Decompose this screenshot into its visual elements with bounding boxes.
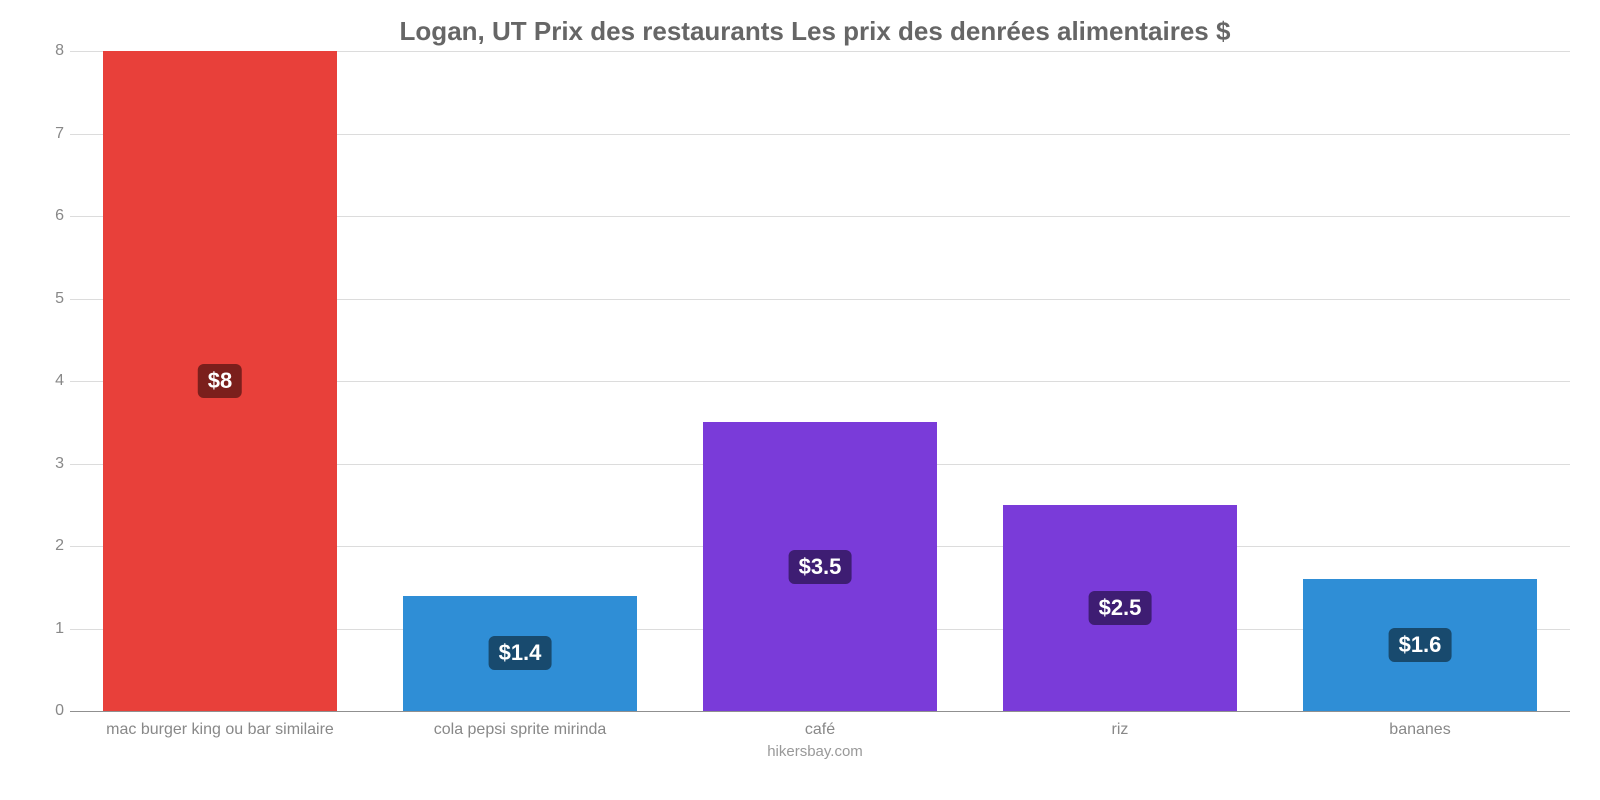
bar-slot: $8: [70, 51, 370, 711]
y-tick-label: 6: [30, 207, 64, 225]
value-badge: $1.6: [1389, 628, 1452, 662]
chart-title: Logan, UT Prix des restaurants Les prix …: [60, 16, 1570, 47]
value-badge: $1.4: [489, 636, 552, 670]
value-badge: $3.5: [789, 550, 852, 584]
y-tick-label: 7: [30, 125, 64, 143]
y-tick-label: 0: [30, 702, 64, 720]
y-tick-label: 4: [30, 372, 64, 390]
credit-label: hikersbay.com: [60, 743, 1570, 760]
bar-slot: $1.4: [370, 51, 670, 711]
y-tick-label: 8: [30, 42, 64, 60]
value-badge: $8: [198, 364, 242, 398]
x-axis-label: mac burger king ou bar similaire: [70, 721, 370, 739]
value-badge: $2.5: [1089, 591, 1152, 625]
x-axis-labels: mac burger king ou bar similairecola pep…: [70, 721, 1570, 739]
x-axis-label: cola pepsi sprite mirinda: [370, 721, 670, 739]
y-tick-label: 3: [30, 455, 64, 473]
plot-area: 012345678 $8$1.4$3.5$2.5$1.6: [70, 51, 1570, 711]
y-tick-label: 5: [30, 290, 64, 308]
bars-container: $8 $1.4 $3.5 $2.5 $1.6: [70, 51, 1570, 711]
bar-slot: $2.5: [970, 51, 1270, 711]
y-tick-label: 1: [30, 620, 64, 638]
price-bar-chart: Logan, UT Prix des restaurants Les prix …: [0, 0, 1600, 800]
bar-slot: $3.5: [670, 51, 970, 711]
x-axis-label: riz: [970, 721, 1270, 739]
x-axis-label: bananes: [1270, 721, 1570, 739]
x-axis-label: café: [670, 721, 970, 739]
gridline: [70, 711, 1570, 712]
y-tick-label: 2: [30, 537, 64, 555]
bar-slot: $1.6: [1270, 51, 1570, 711]
